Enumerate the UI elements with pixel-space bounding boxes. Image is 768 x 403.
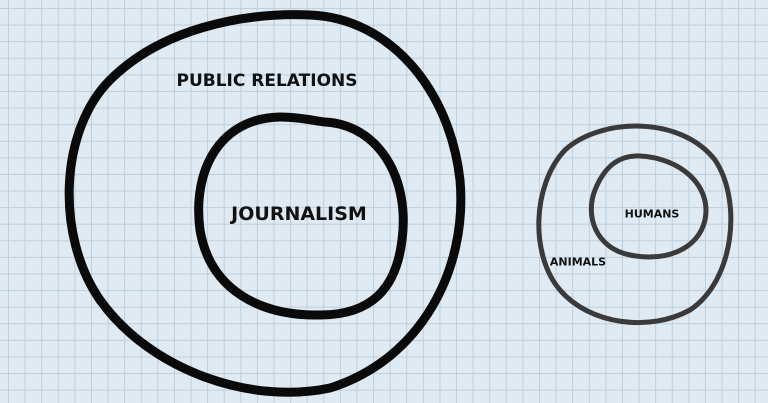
label-animals: ANIMALS [549, 255, 607, 269]
label-journalism: JOURNALISM [231, 203, 367, 225]
outer-circle-public-relations [64, 10, 466, 397]
label-public-relations: PUBLIC RELATIONS [176, 71, 358, 91]
label-humans: HUMANS [624, 207, 680, 221]
inner-circle-journalism [194, 112, 408, 320]
inner-circle-humans [588, 153, 709, 260]
outer-circle-animals [536, 123, 734, 326]
